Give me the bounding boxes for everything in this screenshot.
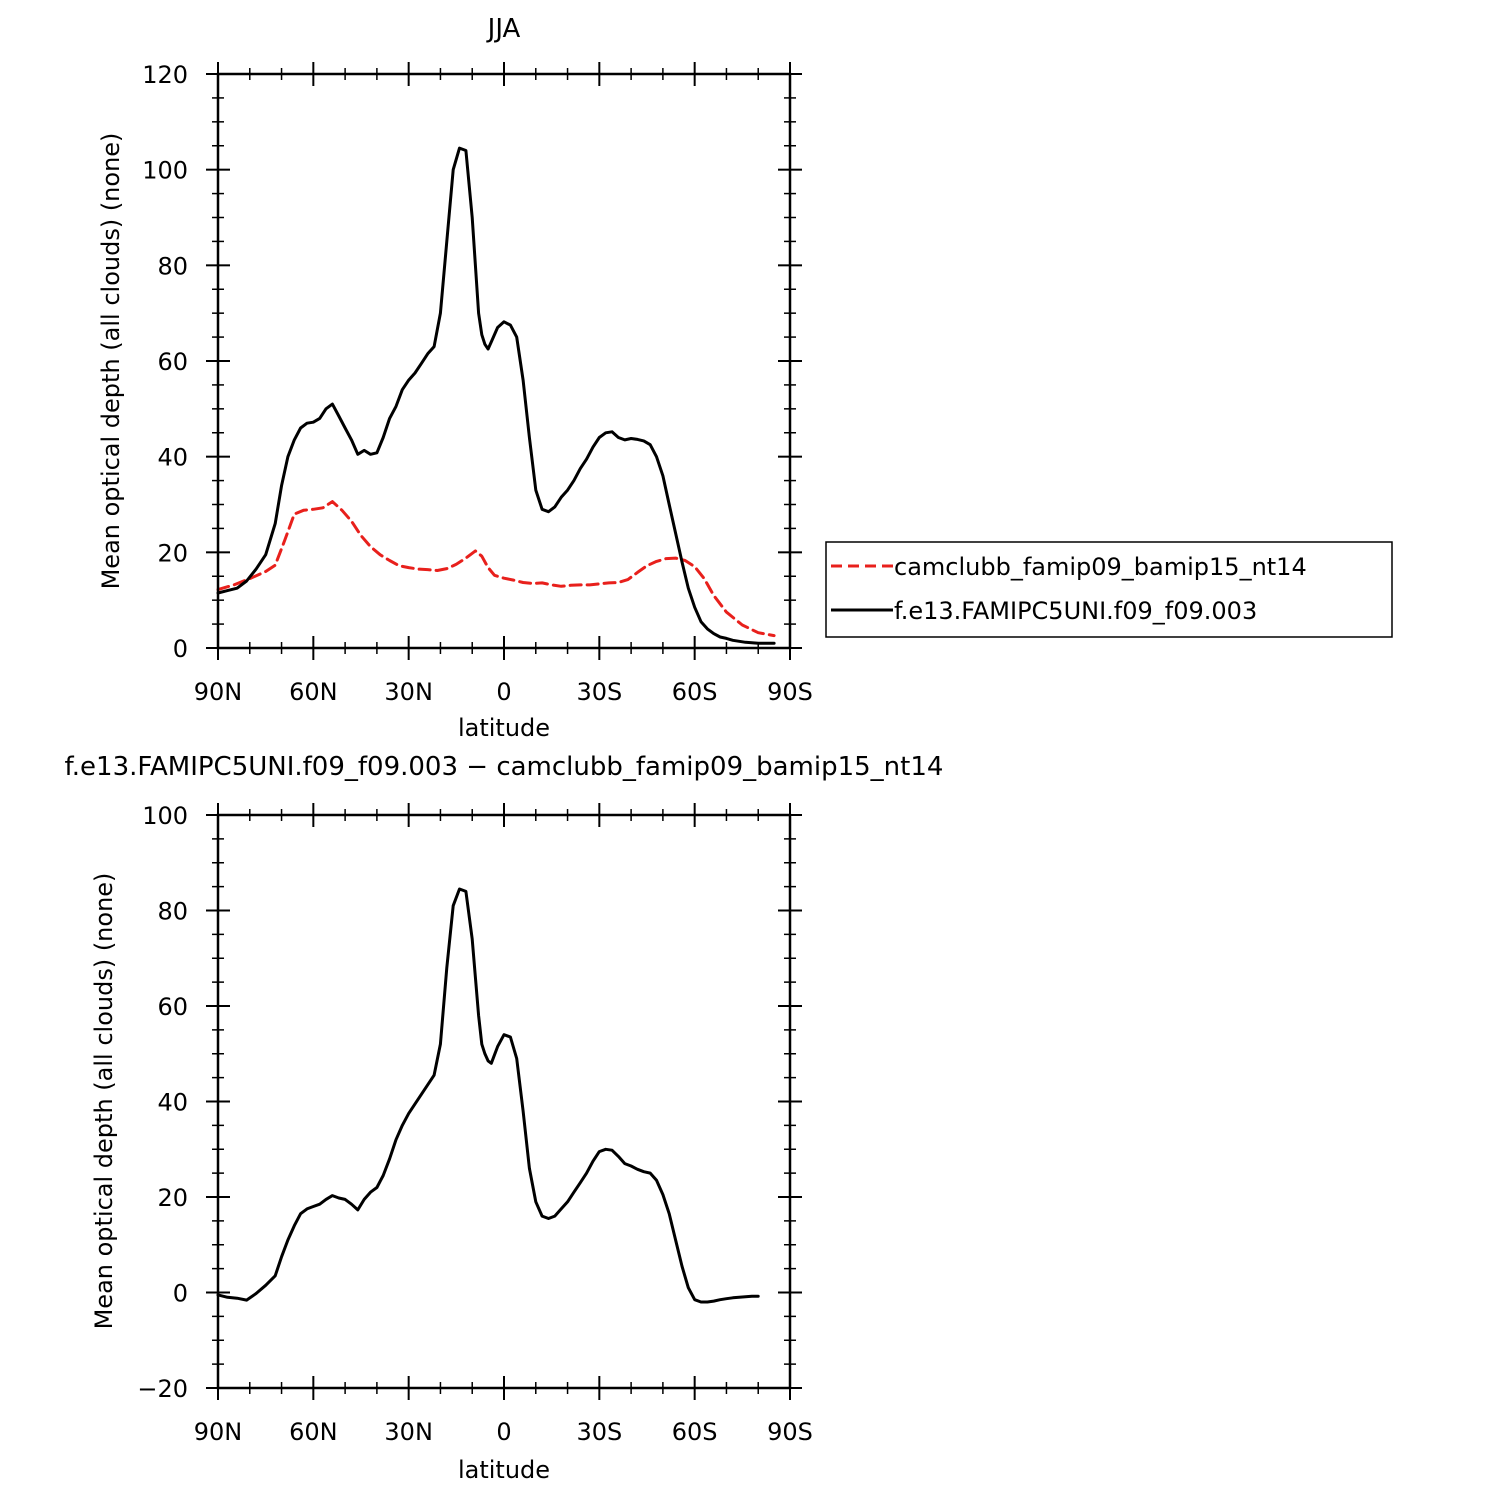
bottom-panel-major-ticks — [206, 803, 802, 1400]
bottom-panel-y-tick-labels: −20 0 20 40 60 80 100 — [137, 802, 188, 1403]
top-panel-ytick-label: 80 — [157, 252, 188, 280]
top-panel-ytick-label: 60 — [157, 348, 188, 376]
bottom-panel-series-lines — [216, 887, 760, 1304]
bottom-panel-ytick-label: 40 — [157, 1089, 188, 1117]
bottom-panel-y-axis-label: Mean optical depth (all clouds) (none) — [90, 873, 118, 1330]
legend-entry-fe13: f.e13.FAMIPC5UNI.f09_f09.003 — [894, 597, 1257, 625]
top-panel-ytick-label: 120 — [142, 61, 188, 89]
bottom-panel-ytick-label: 60 — [157, 993, 188, 1021]
bottom-panel-xtick-label: 60N — [289, 1418, 338, 1446]
top-panel-y-axis-label: Mean optical depth (all clouds) (none) — [97, 133, 125, 590]
top-panel-title: JJA — [486, 14, 521, 44]
top-panel-xtick-label: 30S — [576, 678, 622, 706]
bottom-panel-x-axis-label: latitude — [458, 1456, 550, 1484]
bottom-panel-xtick-label: 0 — [496, 1418, 511, 1446]
top-panel-series-lines — [216, 146, 776, 645]
top-panel-major-ticks — [206, 62, 802, 660]
top-panel-x-tick-labels: 90N 60N 30N 0 30S 60S 90S — [194, 678, 813, 706]
bottom-panel-xtick-label: 60S — [672, 1418, 718, 1446]
bottom-panel-ytick-label: 100 — [142, 802, 188, 830]
bottom-panel-xtick-label: 30S — [576, 1418, 622, 1446]
top-panel-xtick-label: 90S — [767, 678, 813, 706]
bottom-panel-frame — [216, 813, 792, 1390]
bottom-panel-ytick-label: 0 — [173, 1280, 188, 1308]
top-panel-series-1-line — [216, 146, 776, 645]
legend-box — [825, 541, 1393, 638]
bottom-panel-xtick-label: 30N — [384, 1418, 433, 1446]
top-panel-x-axis-label: latitude — [458, 714, 550, 742]
top-panel-minor-ticks — [212, 68, 796, 654]
top-panel-y-tick-labels: 0 20 40 60 80 100 120 — [142, 61, 188, 663]
bottom-panel-title: f.e13.FAMIPC5UNI.f09_f09.003 − camclubb_… — [65, 752, 944, 782]
top-panel-xtick-label: 60N — [289, 678, 338, 706]
top-panel-frame — [216, 72, 792, 650]
top-panel-ytick-label: 20 — [157, 539, 188, 567]
bottom-panel-xtick-label: 90N — [194, 1418, 243, 1446]
bottom-panel: f.e13.FAMIPC5UNI.f09_f09.003 − camclubb_… — [65, 752, 944, 1484]
legend-entry-camclubb: camclubb_famip09_bamip15_nt14 — [894, 553, 1307, 581]
bottom-panel-minor-ticks — [212, 809, 796, 1394]
top-panel-ytick-label: 40 — [157, 444, 188, 472]
bottom-panel-xtick-label: 90S — [767, 1418, 813, 1446]
bottom-panel-ytick-label: 20 — [157, 1184, 188, 1212]
bottom-panel-series-0-line — [216, 887, 760, 1304]
top-panel-xtick-label: 60S — [672, 678, 718, 706]
top-panel-ytick-label: 100 — [142, 157, 188, 185]
top-panel-ytick-label: 0 — [173, 635, 188, 663]
top-panel-xtick-label: 90N — [194, 678, 243, 706]
bottom-panel-x-tick-labels: 90N 60N 30N 0 30S 60S 90S — [194, 1418, 813, 1446]
top-panel-xtick-label: 30N — [384, 678, 433, 706]
top-panel-xtick-label: 0 — [496, 678, 511, 706]
bottom-panel-ytick-label: −20 — [137, 1375, 188, 1403]
legend: camclubb_famip09_bamip15_nt14 f.e13.FAMI… — [825, 541, 1393, 638]
bottom-panel-ytick-label: 80 — [157, 898, 188, 926]
top-panel-series-0-line — [216, 500, 776, 638]
